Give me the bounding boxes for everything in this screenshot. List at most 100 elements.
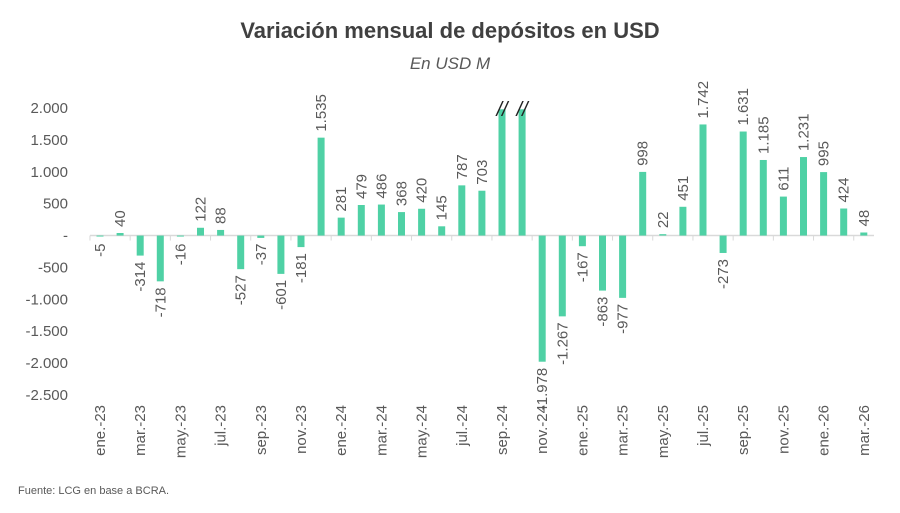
data-label: 145 <box>434 195 451 220</box>
data-label: -314 <box>132 262 149 292</box>
data-label: 22 <box>655 211 672 228</box>
bar-ene.-25 <box>578 235 586 247</box>
data-label: -273 <box>715 259 732 289</box>
data-label: -1.978 <box>534 368 551 411</box>
data-label: 998 <box>635 141 652 166</box>
data-label: 420 <box>414 178 431 203</box>
data-label: -977 <box>615 304 632 334</box>
data-label: -527 <box>233 275 250 305</box>
bar-mar.-23 <box>136 235 144 256</box>
bar-ene.-24 <box>337 217 345 236</box>
bar-jul.-25 <box>699 124 707 236</box>
bar-dic.-24 <box>558 235 566 317</box>
data-label: 703 <box>474 160 491 185</box>
bar-ene.-26 <box>820 172 828 236</box>
y-tick-label: -1.500 <box>25 323 68 340</box>
y-tick-label: -500 <box>38 259 68 276</box>
data-label: -167 <box>574 252 591 282</box>
bar-jul.-24 <box>458 185 466 236</box>
data-label: -1.267 <box>554 322 571 365</box>
data-label: 1.535 <box>313 94 330 132</box>
data-label: 611 <box>775 167 792 191</box>
data-label: -5 <box>92 244 109 257</box>
bar-mar.-24 <box>377 204 385 236</box>
data-label: 88 <box>213 207 230 224</box>
bar-feb.-24 <box>357 205 365 236</box>
x-tick-label: jul.-25 <box>695 405 712 447</box>
break-mark: // <box>515 99 531 121</box>
x-tick-label: sep.-24 <box>494 405 511 455</box>
bar-mar.-25 <box>619 235 627 298</box>
x-tick-label: jul.-23 <box>213 405 230 447</box>
bar-dic.-23 <box>317 137 325 236</box>
y-tick-label: 1.500 <box>30 132 68 149</box>
data-label: 424 <box>836 177 853 202</box>
x-tick-label: mar.-25 <box>615 405 632 456</box>
data-label: 486 <box>373 174 390 199</box>
bar-may.-23 <box>176 235 184 237</box>
x-tick-label: ene.-26 <box>816 405 833 456</box>
x-tick-label: may.-24 <box>414 405 431 458</box>
data-label: -863 <box>595 297 612 327</box>
bar-ene.-23 <box>96 235 104 237</box>
data-label: -37 <box>253 244 270 266</box>
x-tick-label: sep.-23 <box>253 405 270 455</box>
data-label: -718 <box>152 287 169 317</box>
x-tick-label: may.-25 <box>655 405 672 458</box>
data-label: -16 <box>172 244 189 266</box>
bar-ago.-25 <box>719 235 727 253</box>
data-label: 1.185 <box>755 116 772 154</box>
data-label: 787 <box>454 154 471 179</box>
bar-ago.-24 <box>478 190 486 236</box>
data-label: 48 <box>856 210 873 227</box>
bar-mar.-26 <box>860 232 868 236</box>
y-tick-label: -2.500 <box>25 387 68 404</box>
data-label: 281 <box>333 187 350 212</box>
x-tick-label: mar.-24 <box>373 405 390 456</box>
chart-subtitle: En USD M <box>409 54 491 73</box>
data-label: 40 <box>112 210 129 227</box>
y-tick-label: -1.000 <box>25 291 68 308</box>
bar-dic.-25 <box>800 157 807 236</box>
bar-oct.-25 <box>759 159 767 236</box>
bar-jun.-23 <box>197 227 204 236</box>
data-label: -181 <box>293 253 310 283</box>
data-label: 368 <box>394 181 411 206</box>
y-tick-label: - <box>63 228 68 245</box>
x-tick-label: ene.-23 <box>92 405 109 456</box>
x-tick-label: ene.-25 <box>574 405 591 456</box>
bar-feb.-26 <box>840 208 848 236</box>
bar-sep.-25 <box>739 131 747 236</box>
bar-jun.-25 <box>679 206 687 236</box>
bar-may.-25 <box>659 234 667 236</box>
source-note: Fuente: LCG en base a BCRA. <box>18 485 170 497</box>
bar-feb.-25 <box>599 235 606 291</box>
bar-sep.-24 <box>498 109 506 236</box>
data-label: 479 <box>353 174 370 199</box>
bar-may.-24 <box>418 208 426 236</box>
data-label: -601 <box>273 280 290 310</box>
bar-jun.-24 <box>438 226 446 236</box>
bar-feb.-23 <box>116 233 124 236</box>
x-tick-label: nov.-24 <box>534 405 551 454</box>
data-label: 1.631 <box>735 88 752 126</box>
x-tick-label: sep.-25 <box>735 405 752 455</box>
y-tick-label: 500 <box>43 196 68 213</box>
bar-sep.-23 <box>257 235 265 238</box>
bar-abr.-24 <box>398 212 405 236</box>
data-label: 451 <box>675 176 692 201</box>
x-tick-label: mar.-23 <box>132 405 149 456</box>
y-tick-label: 1.000 <box>30 164 68 181</box>
x-tick-label: nov.-23 <box>293 405 310 454</box>
bar-jul.-23 <box>217 229 225 236</box>
data-label: 995 <box>816 141 833 166</box>
bar-nov.-23 <box>297 235 305 248</box>
data-label: 1.742 <box>695 81 712 119</box>
data-label: 1.231 <box>796 113 813 151</box>
bar-oct.-23 <box>277 235 285 274</box>
chart-title: Variación mensual de depósitos en USD <box>240 18 660 43</box>
bar-nov.-25 <box>779 196 787 236</box>
x-tick-label: mar.-26 <box>856 405 873 456</box>
y-tick-label: 2.000 <box>30 100 68 117</box>
y-tick-label: -2.000 <box>25 355 68 372</box>
